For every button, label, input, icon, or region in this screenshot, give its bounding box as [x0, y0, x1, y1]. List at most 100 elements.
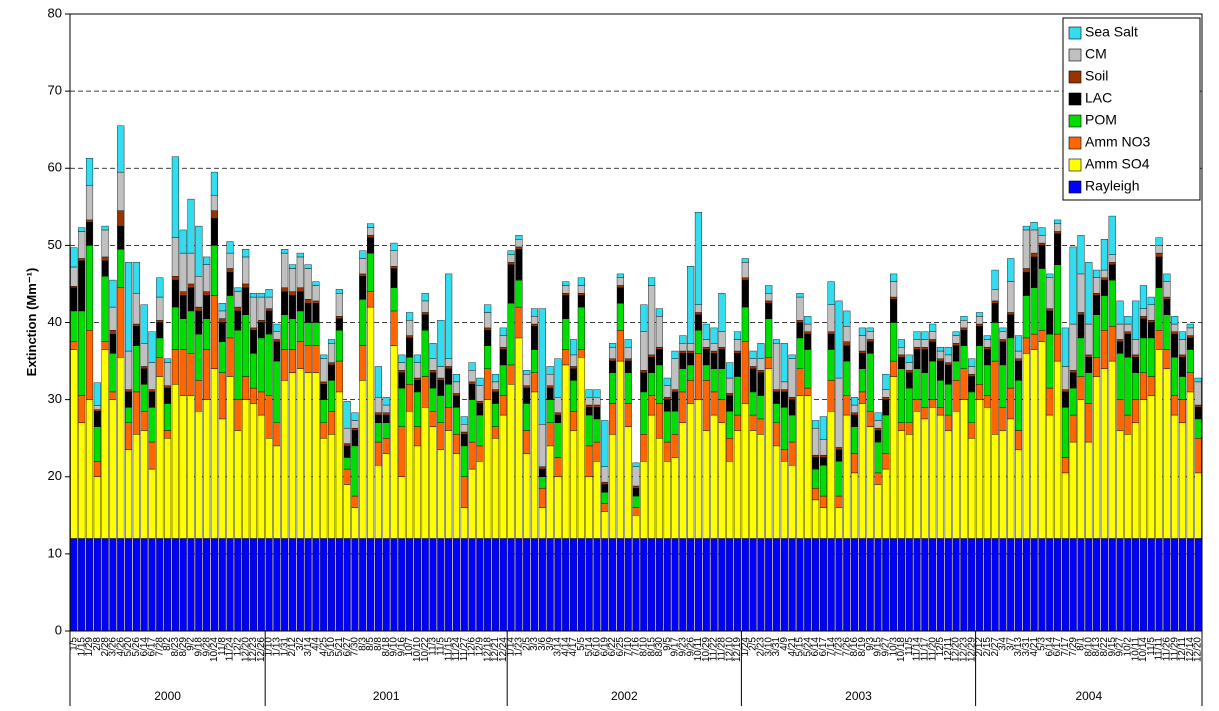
- bar-segment: [1014, 335, 1023, 352]
- bar-segment: [1077, 337, 1085, 377]
- bar-segment: [1100, 279, 1108, 296]
- y-tick-label: 80: [48, 5, 62, 20]
- bar-segment: [530, 323, 539, 327]
- bar-segment: [726, 362, 734, 379]
- bar-segment: [1147, 304, 1155, 321]
- x-tick-label: 3/10: [763, 637, 774, 657]
- bar-segment: [101, 260, 109, 277]
- bar-segment: [538, 476, 546, 489]
- year-label: 2002: [611, 689, 638, 703]
- bar-segment: [156, 277, 164, 298]
- bar-segment: [351, 412, 359, 421]
- bar-segment: [257, 337, 265, 393]
- bar-segment: [1085, 372, 1093, 404]
- bar-segment: [913, 339, 921, 348]
- bar-segment: [796, 395, 804, 539]
- bar-segment: [601, 538, 609, 632]
- bar-segment: [156, 376, 164, 539]
- bar-segment: [484, 327, 492, 331]
- bar-segment: [804, 349, 812, 389]
- bar-segment: [445, 430, 453, 539]
- bar-segment: [1124, 414, 1132, 435]
- x-tick-label: 6/14: [139, 637, 150, 657]
- bar-segment: [562, 538, 570, 632]
- bar-segment: [968, 358, 976, 367]
- bar-segment: [1139, 308, 1148, 317]
- bar-segment: [765, 368, 773, 539]
- bar-segment: [1132, 372, 1140, 400]
- bar-segment: [655, 538, 663, 632]
- bar-segment: [726, 377, 734, 394]
- bar-segment: [499, 349, 507, 366]
- bar-segment: [1163, 299, 1171, 315]
- bar-segment: [335, 330, 343, 362]
- bar-segment: [640, 538, 648, 632]
- bar-segment: [335, 391, 343, 539]
- bar-segment: [577, 349, 585, 358]
- bar-segment: [382, 397, 390, 406]
- bar-segment: [1054, 360, 1062, 539]
- x-tick-label: 2/12: [974, 637, 985, 657]
- bar-segment: [640, 391, 648, 435]
- bar-segment: [351, 427, 359, 431]
- bar-segment: [148, 468, 156, 539]
- x-tick-label: 9/5: [662, 637, 673, 651]
- bar-segment: [523, 403, 531, 431]
- bar-segment: [663, 538, 671, 632]
- x-tick-label: 12/10: [724, 637, 735, 662]
- bar-segment: [281, 287, 289, 292]
- bar-segment: [952, 335, 960, 344]
- bar-segment: [226, 295, 234, 339]
- bar-segment: [632, 462, 640, 467]
- bar-segment: [812, 538, 820, 632]
- bar-segment: [593, 404, 601, 408]
- bar-segment: [382, 414, 390, 423]
- bar-segment: [913, 399, 921, 412]
- bar-segment: [156, 319, 164, 323]
- bar-segment: [968, 391, 976, 423]
- bar-segment: [1038, 341, 1046, 539]
- bar-segment: [1163, 538, 1171, 632]
- bar-segment: [671, 410, 679, 435]
- bar-segment: [1069, 387, 1077, 416]
- bar-segment: [484, 312, 492, 329]
- bar-segment: [726, 461, 734, 539]
- bar-segment: [936, 407, 945, 416]
- x-tick-label: 12/20: [951, 637, 962, 662]
- bar-segment: [944, 414, 952, 431]
- bar-segment: [109, 391, 117, 400]
- bar-segment: [398, 387, 406, 427]
- bar-segment: [429, 343, 437, 359]
- bar-segment: [609, 346, 617, 359]
- bar-segment: [991, 289, 999, 302]
- year-label: 2001: [373, 689, 400, 703]
- bar-segment: [70, 341, 78, 350]
- x-tick-label: 12/14: [1185, 637, 1196, 662]
- bar-segment: [445, 407, 453, 431]
- bar-segment: [788, 358, 796, 398]
- bar-segment: [187, 353, 195, 396]
- x-tick-label: 5/14: [584, 637, 595, 657]
- bar-segment: [234, 538, 242, 632]
- bar-segment: [1171, 333, 1179, 358]
- bar-segment: [952, 360, 960, 381]
- bar-segment: [741, 538, 749, 632]
- bar-segment: [757, 418, 765, 435]
- bar-segment: [523, 387, 531, 404]
- x-tick-label: 6/10: [592, 637, 603, 657]
- bar-segment: [679, 391, 687, 423]
- bar-segment: [788, 464, 796, 539]
- bar-segment: [78, 260, 86, 312]
- bar-segment: [663, 441, 671, 462]
- bar-segment: [398, 354, 406, 363]
- bar-segment: [851, 412, 859, 416]
- bar-segment: [304, 303, 312, 323]
- x-tick-label: 3/31: [771, 637, 782, 657]
- bar-segment: [1116, 339, 1124, 342]
- bar-segment: [242, 256, 250, 285]
- bar-segment: [421, 300, 429, 313]
- bar-segment: [1069, 370, 1077, 373]
- bar-segment: [952, 380, 960, 412]
- bar-segment: [101, 276, 109, 342]
- bar-segment: [273, 341, 281, 362]
